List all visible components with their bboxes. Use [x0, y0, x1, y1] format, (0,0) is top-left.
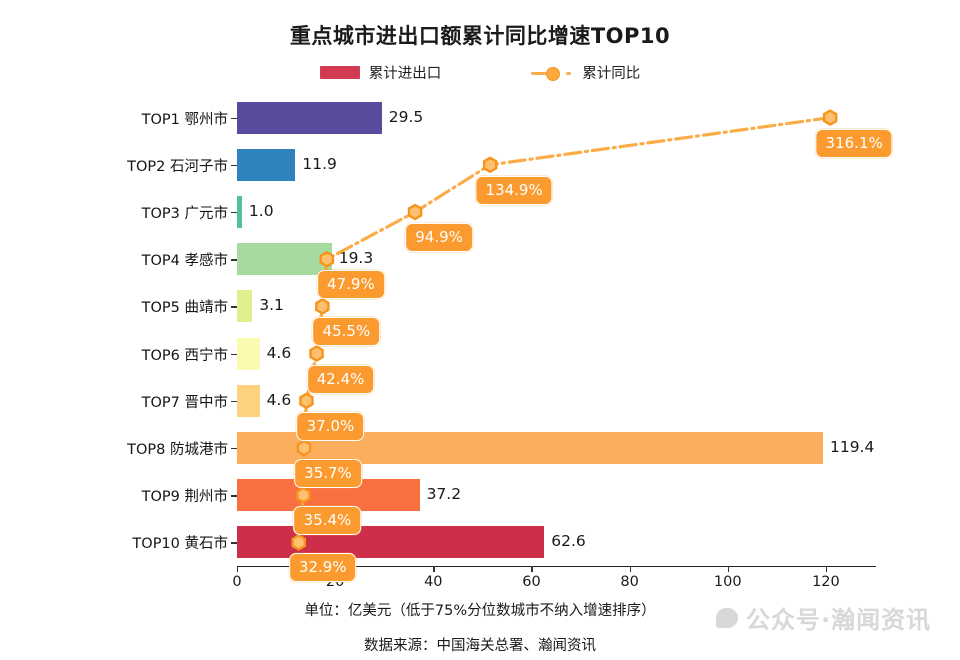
y-axis-tick-mark — [231, 400, 237, 403]
line-value-label: 134.9% — [475, 175, 553, 205]
chat-bubble-icon — [716, 607, 738, 628]
line-value-label: 316.1% — [815, 128, 893, 158]
line-value-label: 35.4% — [293, 506, 362, 536]
legend-line-label: 累计同比 — [582, 66, 641, 82]
watermark-text: 公众号·瀚闻资讯 — [746, 606, 932, 634]
line-value-label: 35.7% — [294, 459, 362, 488]
bar-value-label: 62.6 — [551, 532, 586, 551]
y-axis-tick-label: TOP7 晋中市 — [141, 394, 228, 411]
y-axis-tick-label: TOP10 黄石市 — [132, 536, 228, 553]
bar[interactable] — [237, 101, 382, 134]
line-marker[interactable] — [309, 345, 324, 362]
x-axis-tick-label: 80 — [620, 574, 639, 590]
x-axis-tick-mark — [433, 566, 435, 572]
x-axis-tick-label: 120 — [812, 574, 840, 590]
chart-title: 重点城市进出口额累计同比增速TOP10 — [289, 24, 671, 48]
x-axis-tick-label: 0 — [232, 574, 242, 590]
bar[interactable] — [237, 148, 296, 181]
bar[interactable] — [237, 526, 545, 559]
y-axis-tick-mark — [231, 542, 237, 544]
y-axis-tick-mark — [231, 495, 237, 497]
line-value-label: 94.9% — [405, 223, 473, 252]
line-marker[interactable] — [822, 109, 838, 126]
y-axis-tick-mark — [231, 117, 237, 119]
x-axis-tick-mark — [237, 566, 239, 572]
line-marker[interactable] — [407, 203, 423, 221]
bar-value-label: 119.4 — [829, 438, 875, 456]
y-axis-tick-label: TOP5 曲靖市 — [141, 300, 228, 317]
bar-value-label: 4.6 — [266, 390, 292, 409]
line-value-label: 47.9% — [317, 270, 385, 300]
y-axis-tick-mark — [231, 306, 237, 308]
line-marker[interactable] — [299, 392, 314, 410]
bar-value-label: 11.9 — [302, 154, 337, 173]
bar[interactable] — [237, 337, 260, 370]
legend-bar-label: 累计进出口 — [368, 66, 442, 82]
line-value-label: 37.0% — [296, 411, 365, 441]
y-axis-tick-mark — [231, 164, 237, 167]
x-axis-tick-mark — [727, 566, 730, 572]
line-value-label: 45.5% — [312, 317, 381, 347]
bar[interactable] — [237, 243, 332, 276]
bar-value-label: 3.1 — [259, 296, 284, 315]
legend-line-swatch-icon — [531, 66, 573, 81]
x-axis-tick-label: 60 — [522, 574, 541, 590]
line-value-label: 42.4% — [306, 364, 375, 394]
y-axis-tick-mark — [231, 353, 237, 355]
bar[interactable] — [237, 290, 253, 323]
bar[interactable] — [237, 384, 260, 417]
watermark: 公众号·瀚闻资讯 — [716, 600, 931, 635]
unit-note: 单位：亿美元（低于75%分位数城市不纳入增速排序） — [304, 603, 656, 619]
bar-value-label: 4.6 — [266, 343, 292, 362]
chart-legend: 累计进出口 累计同比 — [0, 62, 960, 83]
source-note: 数据来源：中国海关总署、瀚闻资讯 — [364, 638, 596, 654]
y-axis-tick-mark — [231, 448, 237, 450]
y-axis-tick-label: TOP2 石河子市 — [127, 158, 228, 175]
x-axis-tick-mark — [629, 566, 631, 572]
bar[interactable] — [237, 196, 242, 228]
x-axis-line — [237, 566, 876, 568]
line-marker[interactable] — [482, 156, 498, 174]
bar-value-label: 29.5 — [388, 107, 424, 126]
x-axis-tick-mark — [531, 566, 533, 572]
y-axis-tick-label: TOP8 防城港市 — [127, 442, 228, 458]
legend-item-line[interactable]: 累计同比 — [531, 62, 640, 83]
y-axis-tick-mark — [231, 259, 237, 261]
legend-bar-swatch-icon — [319, 66, 360, 79]
bar-value-label: 19.3 — [338, 249, 374, 268]
line-value-label: 32.9% — [288, 553, 357, 583]
y-axis-tick-label: TOP1 鄂州市 — [141, 111, 228, 128]
y-axis-tick-label: TOP6 西宁市 — [141, 347, 228, 364]
y-axis-tick-label: TOP9 荆州市 — [141, 489, 228, 506]
bar-value-label: 1.0 — [248, 202, 274, 220]
y-axis-tick-label: TOP4 孝感市 — [141, 253, 228, 270]
bar-value-label: 37.2 — [426, 485, 462, 504]
y-axis-tick-label: TOP3 广元市 — [141, 206, 228, 222]
x-axis-tick-label: 100 — [713, 574, 742, 590]
x-axis-tick-mark — [825, 566, 828, 572]
x-axis-tick-label: 40 — [424, 574, 443, 590]
legend-item-bar[interactable]: 累计进出口 — [319, 62, 442, 83]
line-marker[interactable] — [315, 298, 330, 315]
y-axis-tick-mark — [231, 212, 237, 214]
